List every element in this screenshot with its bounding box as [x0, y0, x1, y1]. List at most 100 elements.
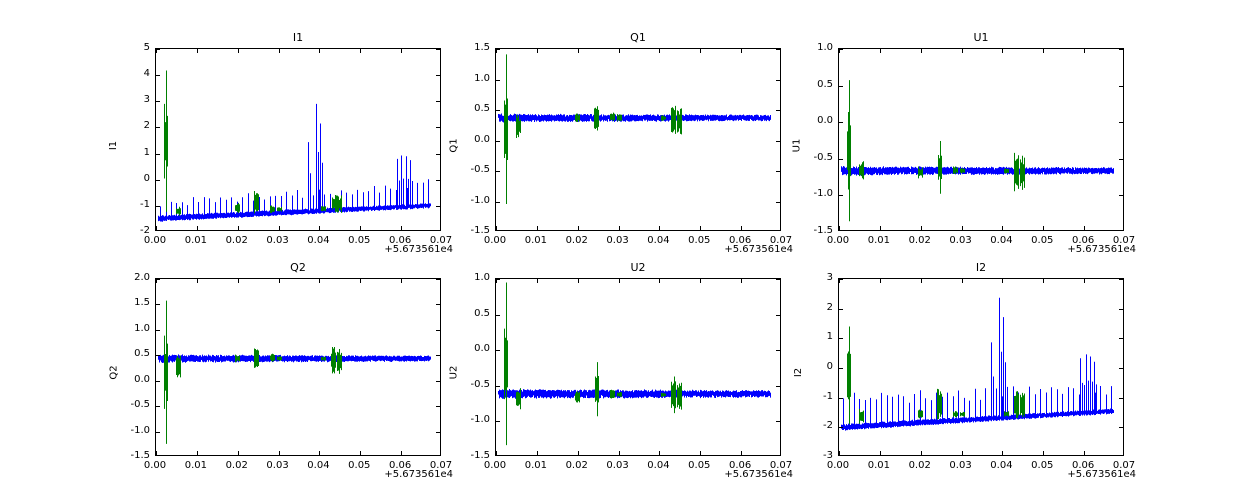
y-tick-mark [496, 279, 500, 280]
x-tick-label: 0.03 [949, 235, 972, 246]
y-tick-mark [436, 431, 440, 433]
x-tick-mark [1002, 279, 1004, 283]
x-tick-mark [920, 226, 922, 230]
x-tick-mark [360, 226, 362, 230]
y-tick-label: 5 [143, 42, 150, 53]
y-tick-mark [156, 431, 160, 433]
y-tick-mark [496, 79, 500, 81]
y-tick-label: 0 [826, 361, 833, 372]
x-tick-mark [961, 49, 963, 53]
x-tick-mark [319, 451, 321, 455]
y-tick-mark [1119, 279, 1123, 280]
x-tick-label: 0.04 [647, 235, 670, 246]
y-tick-mark [436, 153, 440, 155]
y-axis-label: I1 [108, 140, 120, 150]
x-tick-mark [839, 279, 840, 283]
y-tick-label: 0.0 [474, 133, 490, 145]
subplot-title: I1 [292, 31, 304, 44]
x-tick-label: 0.05 [1031, 235, 1054, 246]
subplot-u2: U2 U2 -1.5 -1.0 -0.5 0.0 0.5 1.0 0.00 0.01 0.02 0… [448, 261, 793, 480]
y-tick-mark [436, 75, 440, 77]
x-tick-mark [961, 226, 963, 230]
x-tick-mark [496, 279, 497, 283]
x-tick-label: 0.04 [647, 460, 670, 471]
x-tick-mark [237, 226, 239, 230]
y-tick-label: 2 [143, 120, 150, 132]
x-tick-mark [659, 49, 661, 53]
x-tick-label: 0.04 [307, 235, 330, 246]
x-tick-mark [577, 49, 579, 53]
y-tick-mark [839, 49, 843, 50]
y-tick-label: 0.5 [817, 78, 833, 90]
x-tick-mark [1084, 279, 1086, 283]
x-tick-mark [156, 226, 157, 230]
y-tick-mark [156, 205, 160, 207]
y-tick-mark [776, 110, 780, 111]
subplot-title: U1 [973, 31, 989, 44]
y-tick-mark [1119, 338, 1123, 340]
y-tick-label: 1.0 [817, 42, 833, 53]
y-tick-mark [839, 279, 843, 280]
x-tick-label: 0.01 [524, 460, 547, 471]
x-tick-mark [879, 279, 881, 283]
y-tick-mark [156, 406, 160, 408]
y-tick-label: 1 [826, 331, 833, 343]
x-tick-mark [278, 49, 280, 53]
y-tick-mark [839, 195, 843, 197]
x-tick-mark [156, 279, 157, 283]
y-tick-label: 3 [143, 94, 150, 106]
x-tick-mark [536, 279, 538, 283]
series-canvas [496, 49, 780, 230]
x-tick-mark [1043, 279, 1045, 283]
y-tick-label: 1.5 [474, 42, 490, 53]
y-tick-mark [156, 380, 160, 382]
y-tick-mark [839, 427, 843, 429]
x-tick-label: 0.01 [867, 235, 890, 246]
x-tick-label: 0.03 [606, 235, 629, 246]
x-tick-mark [360, 49, 362, 53]
y-tick-mark [436, 279, 440, 280]
y-tick-label: 0.5 [474, 307, 490, 319]
y-tick-mark [776, 314, 780, 316]
y-tick-mark [496, 350, 500, 352]
x-axis-offset-text: +5.673561e4 [384, 469, 453, 480]
y-tick-label: 1.0 [474, 72, 490, 84]
subplot-u1: U1 U1 -1.5 -1.0 -0.5 0.0 0.5 1.0 0.00 0.01 0.02 0… [791, 31, 1136, 255]
y-tick-mark [776, 201, 780, 203]
y-tick-label: 1.0 [474, 272, 490, 283]
y-tick-mark [436, 304, 440, 306]
y-tick-mark [436, 329, 440, 331]
y-tick-label: -1.5 [813, 225, 833, 236]
x-tick-mark [196, 226, 198, 230]
x-tick-mark [961, 451, 963, 455]
y-tick-mark [839, 338, 843, 340]
series-canvas [839, 49, 1123, 230]
x-tick-label: 0.00 [826, 235, 850, 246]
x-tick-label: 0.00 [143, 460, 167, 471]
y-tick-mark [156, 279, 160, 280]
x-tick-label: 0.05 [348, 235, 371, 246]
x-tick-mark [920, 451, 922, 455]
y-tick-mark [1119, 397, 1123, 399]
y-tick-mark [156, 101, 160, 103]
x-tick-label: 0.03 [266, 460, 289, 471]
y-tick-mark [156, 179, 160, 181]
x-tick-mark [401, 226, 403, 230]
x-tick-mark [839, 226, 840, 230]
y-tick-label: 0.0 [134, 373, 150, 385]
y-tick-mark [156, 304, 160, 306]
x-tick-mark [156, 49, 157, 53]
y-tick-mark [776, 279, 780, 280]
x-tick-mark [659, 451, 661, 455]
y-tick-mark [156, 49, 160, 50]
y-tick-mark [436, 127, 440, 129]
x-tick-mark [1002, 226, 1004, 230]
x-tick-label: 0.05 [348, 460, 371, 471]
y-tick-mark [496, 140, 500, 142]
plot-area [838, 48, 1124, 231]
y-tick-mark [1119, 122, 1123, 124]
plot-area [495, 278, 781, 456]
y-tick-mark [1119, 308, 1123, 310]
x-tick-mark [196, 49, 198, 53]
y-axis-label: Q1 [448, 137, 460, 153]
